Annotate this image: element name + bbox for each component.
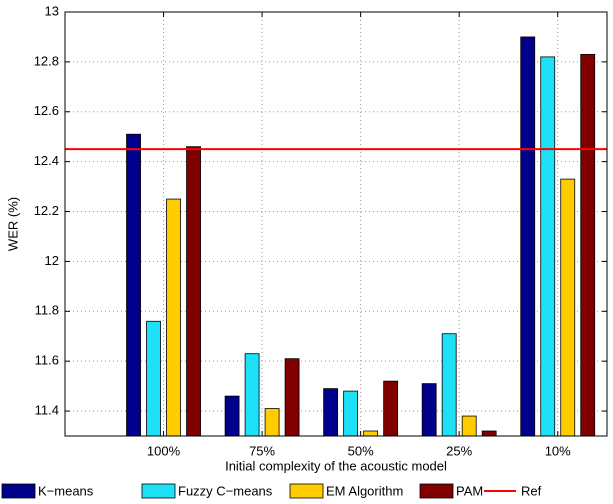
legend-label: K−means	[38, 483, 94, 498]
bar	[146, 320, 161, 437]
bar	[343, 390, 359, 437]
bar	[224, 395, 240, 437]
bar	[383, 380, 399, 437]
y-tick-label: 11.8	[35, 303, 59, 318]
bar	[580, 54, 596, 437]
legend-swatch	[1, 483, 36, 499]
bar	[323, 388, 339, 437]
bar	[441, 333, 457, 437]
bar	[244, 353, 260, 437]
bar	[461, 415, 477, 437]
bar	[520, 36, 536, 437]
bar	[186, 146, 201, 437]
bar	[560, 178, 576, 437]
y-tick-label: 12.8	[34, 53, 59, 68]
bar	[284, 358, 300, 437]
legend-swatch	[419, 483, 454, 499]
plot-frame	[64, 11, 608, 437]
y-tick-label: 13	[45, 3, 59, 18]
y-tick-label: 12.4	[34, 153, 59, 168]
bar	[166, 198, 181, 437]
bar	[421, 383, 437, 437]
y-tick-label: 11.4	[35, 402, 59, 417]
y-tick-label: 12	[45, 253, 59, 268]
bar	[363, 430, 379, 437]
legend-label: Ref	[521, 483, 542, 498]
x-tick-label: 100%	[147, 443, 181, 458]
y-tick-label: 12.6	[34, 103, 59, 118]
x-tick-label: 50%	[348, 443, 374, 458]
bar	[264, 408, 280, 437]
x-tick-label: 10%	[545, 443, 571, 458]
legend-label: EM Algorithm	[326, 483, 403, 498]
x-tick-label: 75%	[249, 443, 275, 458]
x-tick-label: 25%	[446, 443, 472, 458]
y-axis-label: WER (%)	[5, 197, 20, 251]
y-tick-label: 12.2	[34, 203, 59, 218]
x-axis-label: Initial complexity of the acoustic model	[225, 458, 447, 473]
bar	[540, 56, 556, 437]
bar	[481, 430, 497, 437]
legend-label: PAM	[456, 483, 483, 498]
legend-swatch	[141, 483, 176, 499]
legend-label: Fuzzy C−means	[178, 483, 273, 498]
legend-swatch	[289, 483, 324, 499]
y-tick-label: 11.6	[35, 353, 59, 368]
bar	[126, 133, 141, 437]
